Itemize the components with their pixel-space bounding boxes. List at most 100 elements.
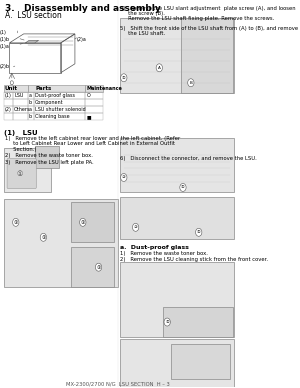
Circle shape [196, 228, 202, 236]
Circle shape [188, 79, 194, 87]
Bar [14, 106, 28, 113]
Text: (2)a: (2)a [76, 37, 86, 42]
Text: MX-2300/2700 N/G  LSU SECTION  H – 3: MX-2300/2700 N/G LSU SECTION H – 3 [66, 382, 170, 387]
Text: 2)   Remove the LSU cleaning stick from the front cover.: 2) Remove the LSU cleaning stick from th… [120, 257, 268, 262]
Bar [14, 92, 28, 99]
Bar [28, 106, 34, 113]
Text: ①: ① [96, 265, 101, 270]
Text: ①: ① [197, 230, 201, 234]
Bar [85, 106, 103, 113]
Text: (1): (1) [0, 30, 7, 35]
Bar [182, 18, 232, 93]
Circle shape [80, 218, 86, 226]
Text: 6)   Disconnect the connector, and remove the LSU.: 6) Disconnect the connector, and remove … [120, 156, 256, 161]
Bar [4, 199, 118, 287]
Circle shape [121, 74, 127, 82]
Text: a: a [28, 93, 32, 98]
Bar [85, 99, 103, 106]
Text: ①: ① [16, 171, 23, 177]
Bar [71, 203, 114, 242]
Bar [28, 92, 34, 99]
Circle shape [121, 173, 127, 182]
Text: b: b [28, 100, 32, 105]
Bar [85, 113, 103, 120]
Text: 1)   Remove the waste toner box.: 1) Remove the waste toner box. [120, 251, 208, 256]
Text: ③: ③ [134, 225, 137, 229]
Bar [34, 106, 85, 113]
Bar [120, 197, 234, 239]
Bar [163, 307, 232, 337]
Text: to Left Cabinet Rear Lower and Left Cabinet in External Outfit: to Left Cabinet Rear Lower and Left Cabi… [5, 141, 175, 146]
Text: Unit: Unit [5, 86, 18, 91]
Text: (2): (2) [5, 107, 12, 112]
Bar [85, 85, 103, 92]
Text: ①: ① [181, 185, 185, 189]
Bar [34, 99, 85, 106]
Text: 3)   Remove the LSU left plate PA.: 3) Remove the LSU left plate PA. [5, 159, 93, 165]
Text: 4)   Remove the LSU slant adjustment  plate screw (A), and loosen: 4) Remove the LSU slant adjustment plate… [120, 6, 296, 11]
Text: a: a [28, 107, 32, 112]
Bar [4, 106, 14, 113]
Text: 3.   Disassembly and assembly: 3. Disassembly and assembly [5, 4, 161, 13]
Text: Others: Others [14, 107, 31, 112]
Circle shape [180, 184, 186, 191]
Polygon shape [25, 40, 39, 43]
Bar [34, 113, 85, 120]
Text: O: O [87, 93, 91, 98]
Text: 2)   Remove the waste toner box.: 2) Remove the waste toner box. [5, 153, 93, 158]
Bar [120, 262, 234, 337]
Text: LSU shutter solenoid: LSU shutter solenoid [35, 107, 86, 112]
Bar [4, 113, 14, 120]
Text: ①: ① [122, 76, 126, 80]
Bar [4, 99, 14, 106]
Circle shape [156, 64, 162, 72]
Text: (2)b: (2)b [0, 64, 10, 69]
Text: the LSU shaft.: the LSU shaft. [120, 31, 165, 36]
FancyBboxPatch shape [7, 159, 36, 189]
Text: (1)b: (1)b [0, 37, 10, 42]
Text: ①: ① [81, 220, 85, 225]
Text: Component: Component [35, 100, 63, 105]
Text: Dust-proof glass: Dust-proof glass [35, 93, 75, 98]
Text: ③: ③ [122, 175, 126, 180]
Text: A.  LSU section: A. LSU section [5, 11, 62, 20]
Text: B: B [189, 81, 192, 85]
Text: Remove the LSU shaft fixing plate. Remove the screws.: Remove the LSU shaft fixing plate. Remov… [120, 16, 274, 21]
Text: Maintenance: Maintenance [87, 86, 123, 91]
Text: Cleaning base: Cleaning base [35, 114, 69, 119]
Text: ①: ① [14, 220, 18, 225]
Bar [28, 113, 34, 120]
Text: A: A [158, 66, 161, 70]
Circle shape [95, 263, 102, 271]
Text: a.  Dust-proof glass: a. Dust-proof glass [120, 245, 189, 250]
Text: the screw (B).: the screw (B). [120, 11, 165, 16]
Text: (1): (1) [5, 93, 12, 98]
Bar [71, 247, 114, 287]
Bar [14, 99, 28, 106]
Text: LSU: LSU [14, 93, 24, 98]
Bar [28, 85, 85, 92]
Bar [4, 85, 28, 92]
Bar [4, 92, 14, 99]
Text: Parts: Parts [35, 86, 52, 91]
Text: 1)   Remove the left cabinet rear lower and the left cabinet. (Refer: 1) Remove the left cabinet rear lower an… [5, 135, 180, 140]
Bar [34, 92, 85, 99]
Text: (1)a: (1)a [0, 44, 10, 49]
Bar [171, 344, 230, 379]
Text: ①: ① [41, 235, 46, 240]
Text: 5)   Shift the front side of the LSU shaft from (A) to (B), and remove: 5) Shift the front side of the LSU shaft… [120, 26, 298, 31]
Bar [120, 339, 234, 387]
Circle shape [164, 318, 170, 326]
Bar [35, 146, 59, 168]
Circle shape [133, 223, 139, 231]
Text: (1)   LSU: (1) LSU [4, 130, 38, 136]
Text: ①: ① [165, 320, 169, 324]
Bar [120, 18, 234, 93]
Bar [4, 147, 51, 192]
Text: ■: ■ [87, 114, 92, 119]
Text: Section.): Section.) [5, 147, 36, 152]
Circle shape [40, 233, 46, 241]
Bar [120, 138, 234, 192]
Bar [85, 92, 103, 99]
Circle shape [13, 218, 19, 226]
